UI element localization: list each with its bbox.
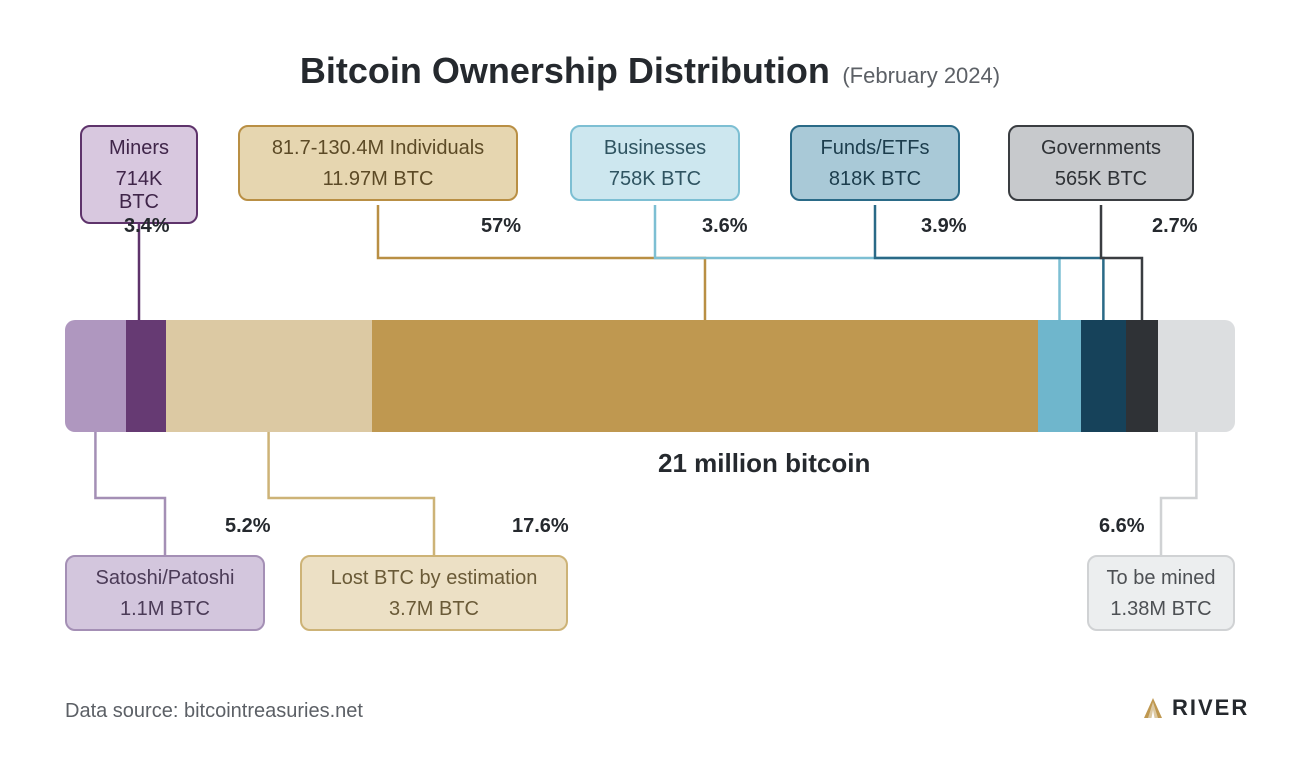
label-funds: Funds/ETFs 818K BTC — [790, 125, 960, 201]
label-name: Businesses — [586, 137, 724, 160]
label-amount: 1.1M BTC — [81, 598, 249, 621]
label-governments: Governments 565K BTC — [1008, 125, 1194, 201]
river-logo: RIVER — [1140, 695, 1249, 721]
title-row: Bitcoin Ownership Distribution (February… — [0, 50, 1300, 92]
label-amount: 818K BTC — [806, 168, 944, 191]
segment-miners — [126, 320, 166, 432]
segment-businesses — [1038, 320, 1080, 432]
river-logo-text: RIVER — [1172, 695, 1249, 721]
connector-line — [95, 432, 165, 555]
label-name: Satoshi/Patoshi — [81, 567, 249, 590]
label-name: Miners — [96, 137, 182, 160]
connector-line — [378, 205, 705, 320]
label-amount: 758K BTC — [586, 168, 724, 191]
label-name: Governments — [1024, 137, 1178, 160]
label-lost: Lost BTC by estimation 3.7M BTC — [300, 555, 568, 631]
segment-governments — [1126, 320, 1158, 432]
label-tobemined: To be mined 1.38M BTC — [1087, 555, 1235, 631]
pct-businesses: 3.6% — [702, 215, 748, 238]
pct-governments: 2.7% — [1152, 215, 1198, 238]
label-name: Lost BTC by estimation — [316, 567, 552, 590]
segment-lost — [166, 320, 372, 432]
label-name: 81.7-130.4M Individuals — [254, 137, 502, 160]
connector-line — [875, 205, 1103, 320]
river-logo-icon — [1140, 696, 1166, 720]
pct-satoshi: 5.2% — [225, 515, 271, 538]
label-satoshi: Satoshi/Patoshi 1.1M BTC — [65, 555, 265, 631]
bar-caption: 21 million bitcoin — [658, 448, 870, 479]
distribution-bar — [65, 320, 1235, 432]
connector-line — [1161, 432, 1196, 555]
label-businesses: Businesses 758K BTC — [570, 125, 740, 201]
label-amount: 3.7M BTC — [316, 598, 552, 621]
pct-lost: 17.6% — [512, 515, 569, 538]
label-amount: 714K BTC — [96, 168, 182, 214]
chart-container: Bitcoin Ownership Distribution (February… — [0, 0, 1300, 780]
chart-subtitle: (February 2024) — [842, 63, 1000, 88]
label-amount: 11.97M BTC — [254, 168, 502, 191]
segment-funds — [1081, 320, 1127, 432]
label-amount: 1.38M BTC — [1103, 598, 1219, 621]
label-amount: 565K BTC — [1024, 168, 1178, 191]
label-name: Funds/ETFs — [806, 137, 944, 160]
connector-line — [269, 432, 434, 555]
chart-title: Bitcoin Ownership Distribution — [300, 50, 830, 91]
pct-funds: 3.9% — [921, 215, 967, 238]
segment-individuals — [372, 320, 1039, 432]
label-individuals: 81.7-130.4M Individuals 11.97M BTC — [238, 125, 518, 201]
pct-miners: 3.4% — [124, 215, 170, 238]
label-name: To be mined — [1103, 567, 1219, 590]
label-miners: Miners 714K BTC — [80, 125, 198, 224]
segment-tobemined — [1158, 320, 1235, 432]
segment-satoshi — [65, 320, 126, 432]
pct-individuals: 57% — [481, 215, 521, 238]
connector-line — [1101, 205, 1142, 320]
data-source: Data source: bitcointreasuries.net — [65, 700, 363, 723]
pct-tobemined: 6.6% — [1099, 515, 1145, 538]
